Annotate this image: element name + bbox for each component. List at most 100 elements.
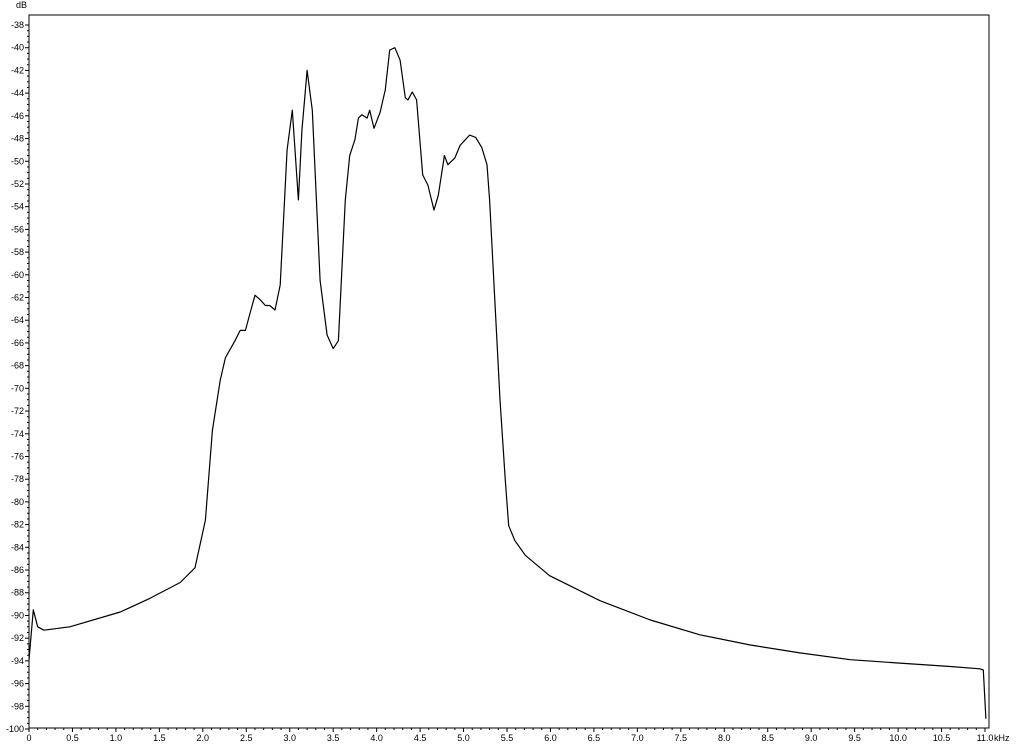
data-point xyxy=(400,60,401,61)
data-point xyxy=(345,199,346,200)
data-point xyxy=(407,99,408,100)
data-point xyxy=(212,430,213,431)
y-tick-label: -68 xyxy=(11,361,24,371)
y-tick-label: -64 xyxy=(11,315,24,325)
data-point xyxy=(394,47,395,48)
data-point xyxy=(405,97,406,98)
data-point xyxy=(433,209,434,210)
data-point xyxy=(650,619,651,620)
data-point xyxy=(307,70,308,71)
data-point xyxy=(459,145,460,146)
y-tick-label: -72 xyxy=(11,406,24,416)
data-point xyxy=(43,630,44,631)
data-point xyxy=(505,480,506,481)
y-tick-label: -74 xyxy=(11,429,24,439)
y-tick-label: -84 xyxy=(11,542,24,552)
y-tick-label: -54 xyxy=(11,202,24,212)
y-tick-label: -58 xyxy=(11,247,24,257)
data-point xyxy=(549,575,550,576)
data-point xyxy=(369,110,370,111)
data-point xyxy=(338,340,339,341)
y-tick-label: -66 xyxy=(11,338,24,348)
y-tick-label: -82 xyxy=(11,520,24,530)
data-point xyxy=(486,164,487,165)
series-line-0 xyxy=(28,47,987,719)
data-point xyxy=(298,199,299,200)
x-tick-label: 6.5 xyxy=(588,733,601,743)
x-tick-label: 9.0 xyxy=(805,733,818,743)
y-tick-label: -60 xyxy=(11,270,24,280)
y-tick-label: -38 xyxy=(11,20,24,30)
data-point xyxy=(220,380,221,381)
data-point xyxy=(349,155,350,156)
y-tick-label: -92 xyxy=(11,633,24,643)
x-tick-label: 4.5 xyxy=(414,733,427,743)
data-point xyxy=(249,314,250,315)
y-tick-label: -76 xyxy=(11,451,24,461)
x-tick-label: 5.5 xyxy=(501,733,514,743)
data-point xyxy=(385,89,386,90)
data-point xyxy=(366,118,367,119)
y-tick-label: -80 xyxy=(11,497,24,507)
x-tick-label: 8.5 xyxy=(761,733,774,743)
x-tick-label: 8.0 xyxy=(718,733,731,743)
data-point xyxy=(33,609,34,610)
y-axis-label: dB xyxy=(16,0,27,10)
data-point xyxy=(514,540,515,541)
data-point xyxy=(333,348,334,349)
data-point xyxy=(292,110,293,111)
data-point xyxy=(389,49,390,50)
data-point xyxy=(69,626,70,627)
data-point xyxy=(412,91,413,92)
data-point xyxy=(28,659,29,660)
x-tick-label: 0.5 xyxy=(66,733,79,743)
y-tick-label: -86 xyxy=(11,565,24,575)
data-point xyxy=(205,519,206,520)
data-point xyxy=(260,299,261,300)
data-point xyxy=(149,598,150,599)
y-tick-label: -62 xyxy=(11,293,24,303)
y-tick-label: -78 xyxy=(11,474,24,484)
y-tick-label: -94 xyxy=(11,656,24,666)
data-point xyxy=(180,582,181,583)
data-point xyxy=(979,668,980,669)
data-point xyxy=(234,340,235,341)
data-point xyxy=(265,305,266,306)
data-point xyxy=(225,357,226,358)
y-tick-label: -50 xyxy=(11,156,24,166)
data-point xyxy=(489,199,490,200)
data-point xyxy=(37,626,38,627)
y-tick-label: -56 xyxy=(11,224,24,234)
data-point xyxy=(494,299,495,300)
x-tick-label: 4.0 xyxy=(370,733,383,743)
data-point xyxy=(508,525,509,526)
data-point xyxy=(416,99,417,100)
x-tick-label: 11.0 xyxy=(977,733,994,743)
data-point xyxy=(950,666,951,667)
y-tick-label: -40 xyxy=(11,43,24,53)
y-tick-label: -90 xyxy=(11,610,24,620)
y-tick-label: -88 xyxy=(11,588,24,598)
data-point xyxy=(599,600,600,601)
x-tick-label: 2.5 xyxy=(240,733,253,743)
data-point xyxy=(799,652,800,653)
data-point xyxy=(280,284,281,285)
data-point xyxy=(254,295,255,296)
x-tick-label: 3.5 xyxy=(327,733,340,743)
x-tick-label: 0 xyxy=(26,733,31,743)
y-tick-label: -98 xyxy=(11,701,24,711)
x-axis-label: kHz xyxy=(994,733,1010,743)
x-tick-label: 10.0 xyxy=(889,733,907,743)
data-point xyxy=(354,139,355,140)
x-tick-label: 7.0 xyxy=(631,733,644,743)
data-point xyxy=(444,155,445,156)
data-point xyxy=(361,114,362,115)
data-point xyxy=(454,157,455,158)
x-tick-label: 9.5 xyxy=(848,733,861,743)
data-point xyxy=(427,185,428,186)
data-point xyxy=(320,280,321,281)
data-point xyxy=(380,112,381,113)
data-point xyxy=(194,567,195,568)
data-point xyxy=(287,149,288,150)
